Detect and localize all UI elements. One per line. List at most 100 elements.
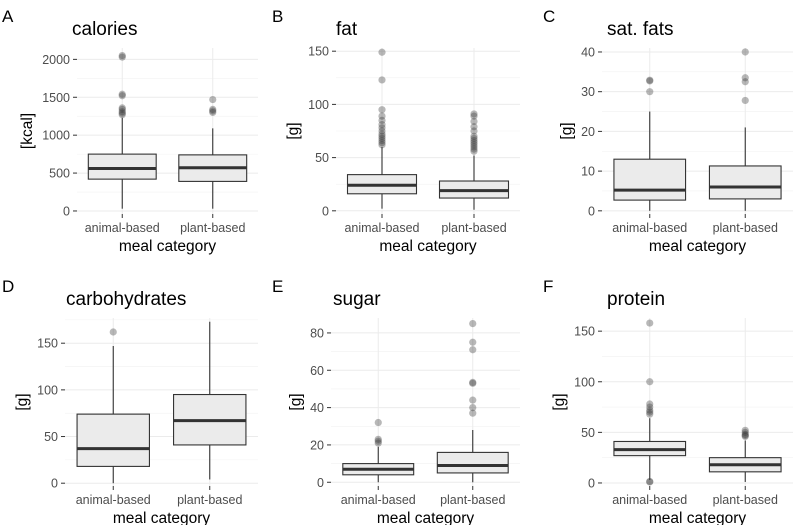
- outlier-point: [469, 404, 477, 412]
- panel-tag: A: [2, 7, 14, 26]
- y-axis-title: [g]: [14, 393, 31, 410]
- outlier-point: [118, 105, 126, 113]
- x-tick-label: plant-based: [177, 493, 242, 507]
- y-axis-title: [g]: [285, 122, 302, 139]
- outlier-point: [646, 403, 654, 411]
- outlier-point: [741, 432, 749, 441]
- outlier-point: [378, 134, 386, 143]
- outlier-point: [209, 108, 217, 117]
- y-tick-label: 100: [308, 98, 329, 112]
- x-tick-label: animal-based: [612, 493, 687, 507]
- outlier-point: [469, 320, 477, 328]
- y-axis-title: [g]: [287, 393, 304, 410]
- y-tick-label: 80: [310, 326, 324, 340]
- outlier-point: [741, 430, 749, 438]
- outlier-point: [118, 90, 126, 98]
- y-tick-label: 0: [322, 204, 329, 218]
- outlier-point: [378, 124, 386, 132]
- y-tick-label: 0: [63, 204, 70, 218]
- outlier-point: [741, 48, 749, 56]
- outlier-point: [378, 136, 386, 145]
- outlier-point: [378, 132, 386, 140]
- outlier-point: [470, 123, 478, 131]
- outlier-point: [209, 105, 217, 113]
- outlier-point: [646, 76, 654, 84]
- y-tick-label: 50: [581, 426, 595, 440]
- y-axis-title: [g]: [551, 393, 568, 410]
- outlier-point: [374, 439, 382, 447]
- y-tick-label: 150: [574, 325, 595, 339]
- outlier-point: [118, 53, 126, 61]
- outlier-point: [378, 112, 386, 120]
- outlier-point: [378, 48, 386, 56]
- y-tick-label: 30: [581, 85, 595, 99]
- outlier-point: [469, 346, 477, 354]
- outlier-point: [378, 106, 386, 114]
- outlier-point: [209, 95, 217, 104]
- outlier-point: [646, 88, 654, 96]
- x-tick-label: plant-based: [440, 493, 505, 507]
- outlier-point: [378, 141, 386, 149]
- x-tick-label: plant-based: [713, 493, 778, 507]
- outlier-point: [646, 319, 654, 327]
- boxplot-plant-based: [436, 320, 509, 483]
- outlier-point: [741, 96, 749, 105]
- iqr-box: [87, 153, 157, 180]
- outlier-point: [470, 143, 478, 151]
- outlier-point: [118, 104, 126, 112]
- boxplot-animal-based: [76, 328, 150, 484]
- outlier-point: [378, 139, 386, 147]
- outlier-point: [470, 147, 478, 155]
- outlier-point: [118, 51, 126, 60]
- boxplot-animal-based: [613, 319, 687, 486]
- x-tick-label: animal-based: [344, 221, 419, 235]
- outlier-point: [470, 134, 478, 143]
- outlier-point: [378, 127, 386, 135]
- boxplot-plant-based: [438, 110, 510, 210]
- y-tick-label: 20: [581, 125, 595, 139]
- outlier-point: [741, 431, 749, 439]
- outlier-point: [118, 92, 126, 100]
- y-tick-label: 0: [588, 476, 595, 490]
- panel-tag: E: [272, 277, 283, 296]
- outlier-point: [470, 112, 478, 120]
- outlier-point: [470, 139, 478, 147]
- x-tick-label: animal-based: [341, 493, 416, 507]
- boxplot-animal-based: [613, 76, 687, 211]
- outlier-point: [741, 74, 749, 82]
- y-axis-title: [g]: [558, 122, 575, 139]
- panel-tag: B: [272, 7, 283, 26]
- iqr-box: [708, 165, 782, 200]
- outlier-point: [646, 406, 654, 414]
- outlier-point: [118, 111, 126, 119]
- y-tick-label: 150: [37, 337, 58, 351]
- y-tick-label: 50: [315, 151, 329, 165]
- outlier-point: [378, 76, 386, 84]
- x-tick-label: plant-based: [180, 221, 245, 235]
- outlier-point: [646, 77, 654, 85]
- panel-tag: D: [2, 277, 14, 296]
- x-tick-label: animal-based: [76, 493, 151, 507]
- x-axis-title: meal category: [649, 510, 747, 525]
- panel-tag: C: [543, 7, 555, 26]
- boxplot-plant-based: [173, 321, 247, 480]
- panel-title: calories: [72, 19, 137, 40]
- outlier-point: [646, 478, 654, 486]
- y-tick-label: 500: [49, 167, 70, 181]
- y-tick-label: 50: [44, 430, 58, 444]
- outlier-point: [209, 107, 217, 115]
- boxplot-plant-based: [708, 48, 782, 211]
- outlier-point: [374, 437, 382, 445]
- outlier-point: [470, 110, 478, 118]
- y-tick-label: 100: [574, 375, 595, 389]
- outlier-point: [469, 338, 477, 346]
- outlier-point: [469, 396, 477, 404]
- panel-title: sugar: [333, 289, 381, 310]
- panel-title: carbohydrates: [66, 289, 186, 310]
- outlier-point: [470, 136, 478, 145]
- outlier-point: [469, 379, 477, 387]
- gridlines: [602, 318, 793, 486]
- outlier-point: [470, 141, 478, 149]
- outlier-point: [374, 418, 382, 427]
